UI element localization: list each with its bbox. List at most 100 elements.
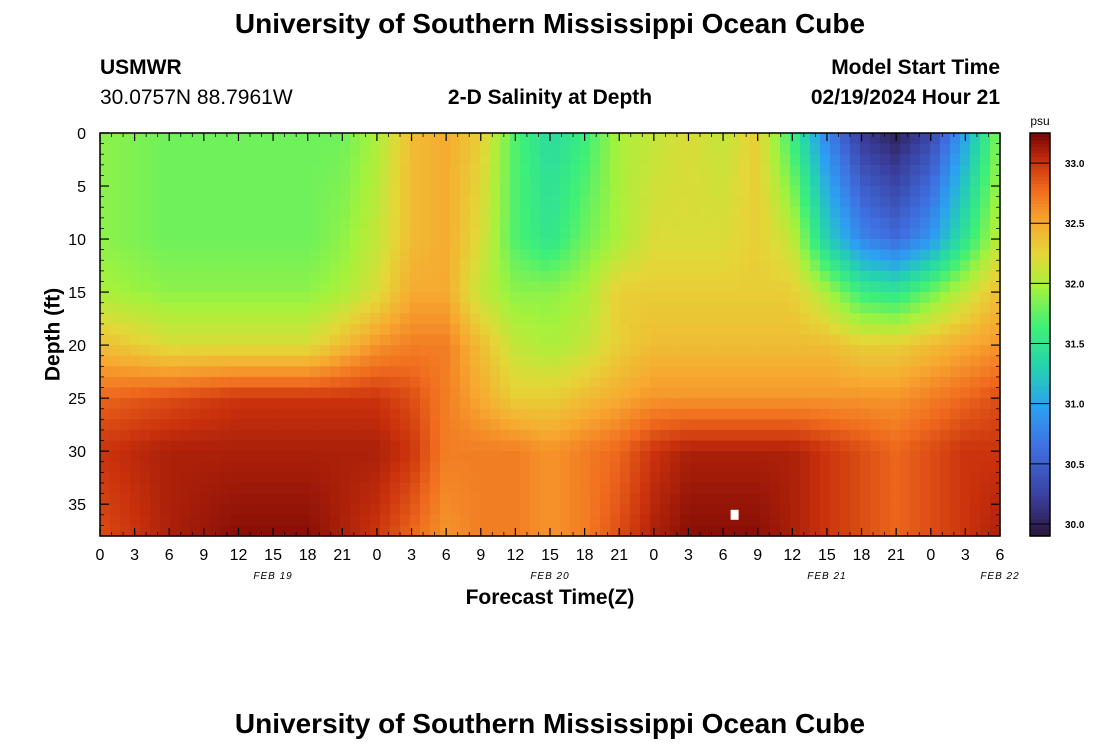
heat-cell	[630, 504, 641, 516]
heat-cell	[280, 270, 291, 283]
heat-cell	[580, 472, 591, 484]
heat-cell	[560, 133, 571, 145]
heat-cell	[640, 514, 651, 526]
heat-cell	[980, 196, 991, 208]
heat-cell	[460, 292, 471, 304]
heat-cell	[700, 323, 711, 336]
heat-cell	[470, 366, 481, 378]
heat-cell	[530, 154, 541, 166]
heat-cell	[280, 292, 291, 304]
heat-cell	[600, 143, 611, 155]
heat-cell	[850, 196, 861, 208]
heat-cell	[410, 493, 421, 505]
heat-cell	[490, 302, 501, 314]
heat-cell	[310, 133, 321, 145]
heat-cell	[430, 387, 441, 399]
heat-cell	[400, 133, 411, 145]
heat-cell	[680, 133, 691, 145]
heat-cell	[580, 164, 591, 177]
heat-cell	[430, 302, 441, 314]
heat-cell	[460, 228, 471, 240]
heat-cell	[320, 313, 331, 325]
heat-cell	[650, 186, 661, 198]
heat-cell	[380, 217, 391, 230]
heat-cell	[460, 355, 471, 367]
heat-cell	[310, 525, 321, 537]
heat-cell	[690, 133, 701, 145]
heat-cell	[130, 323, 141, 336]
heat-cell	[900, 451, 911, 463]
heat-cell	[630, 164, 641, 177]
heat-cell	[340, 345, 351, 357]
heat-cell	[800, 281, 811, 293]
heat-cell	[310, 387, 321, 399]
heat-cell	[860, 482, 871, 495]
heat-cell	[810, 345, 821, 357]
heat-cell	[770, 345, 781, 357]
heat-cell	[140, 419, 151, 431]
heat-cell	[180, 207, 191, 219]
heat-cell	[360, 482, 371, 495]
heat-cell	[380, 323, 391, 336]
heat-cell	[930, 514, 941, 526]
heat-cell	[140, 228, 151, 240]
heat-cell	[210, 313, 221, 325]
heat-cell	[740, 207, 751, 219]
heat-cell	[110, 482, 121, 495]
heat-cell	[910, 493, 921, 505]
heat-cell	[840, 164, 851, 177]
heat-cell	[690, 143, 701, 155]
heat-cell	[910, 472, 921, 484]
heat-cell	[570, 133, 581, 145]
heat-cell	[300, 323, 311, 336]
heat-cell	[410, 292, 421, 304]
heat-cell	[360, 217, 371, 230]
heat-cell	[510, 292, 521, 304]
heat-cell	[970, 217, 981, 230]
heat-cell	[340, 514, 351, 526]
heat-cell	[410, 525, 421, 537]
heat-cell	[320, 196, 331, 208]
heat-cell	[410, 143, 421, 155]
heat-cell	[280, 249, 291, 261]
heat-cell	[120, 440, 131, 452]
heat-cell	[840, 355, 851, 367]
heat-cell	[750, 323, 761, 336]
heat-cell	[750, 366, 761, 378]
heat-cell	[120, 482, 131, 495]
heat-cell	[470, 260, 481, 272]
heat-cell	[480, 408, 491, 420]
heat-cell	[220, 451, 231, 463]
heat-cell	[500, 525, 511, 537]
heat-cell	[700, 461, 711, 473]
heat-cell	[720, 281, 731, 293]
heat-cell	[130, 334, 141, 346]
heat-cell	[410, 429, 421, 442]
heat-cell	[130, 504, 141, 516]
heat-cell	[380, 429, 391, 442]
heat-cell	[640, 186, 651, 198]
heat-cell	[240, 366, 251, 378]
heat-cell	[340, 302, 351, 314]
heat-cell	[780, 207, 791, 219]
heat-cell	[320, 482, 331, 495]
colorbar-segment	[1030, 364, 1050, 369]
colorbar-segment	[1030, 465, 1050, 470]
heat-cell	[180, 196, 191, 208]
heat-cell	[560, 429, 571, 442]
colorbar-segment	[1030, 428, 1050, 433]
heat-cell	[640, 440, 651, 452]
heat-cell	[250, 504, 261, 516]
heat-cell	[430, 366, 441, 378]
heat-cell	[330, 345, 341, 357]
heat-cell	[530, 313, 541, 325]
heat-cell	[120, 143, 131, 155]
heat-cell	[540, 419, 551, 431]
heat-cell	[700, 196, 711, 208]
heat-cell	[110, 228, 121, 240]
heat-cell	[840, 408, 851, 420]
heat-cell	[590, 514, 601, 526]
heat-cell	[380, 334, 391, 346]
heat-cell	[630, 186, 641, 198]
heat-cell	[920, 440, 931, 452]
